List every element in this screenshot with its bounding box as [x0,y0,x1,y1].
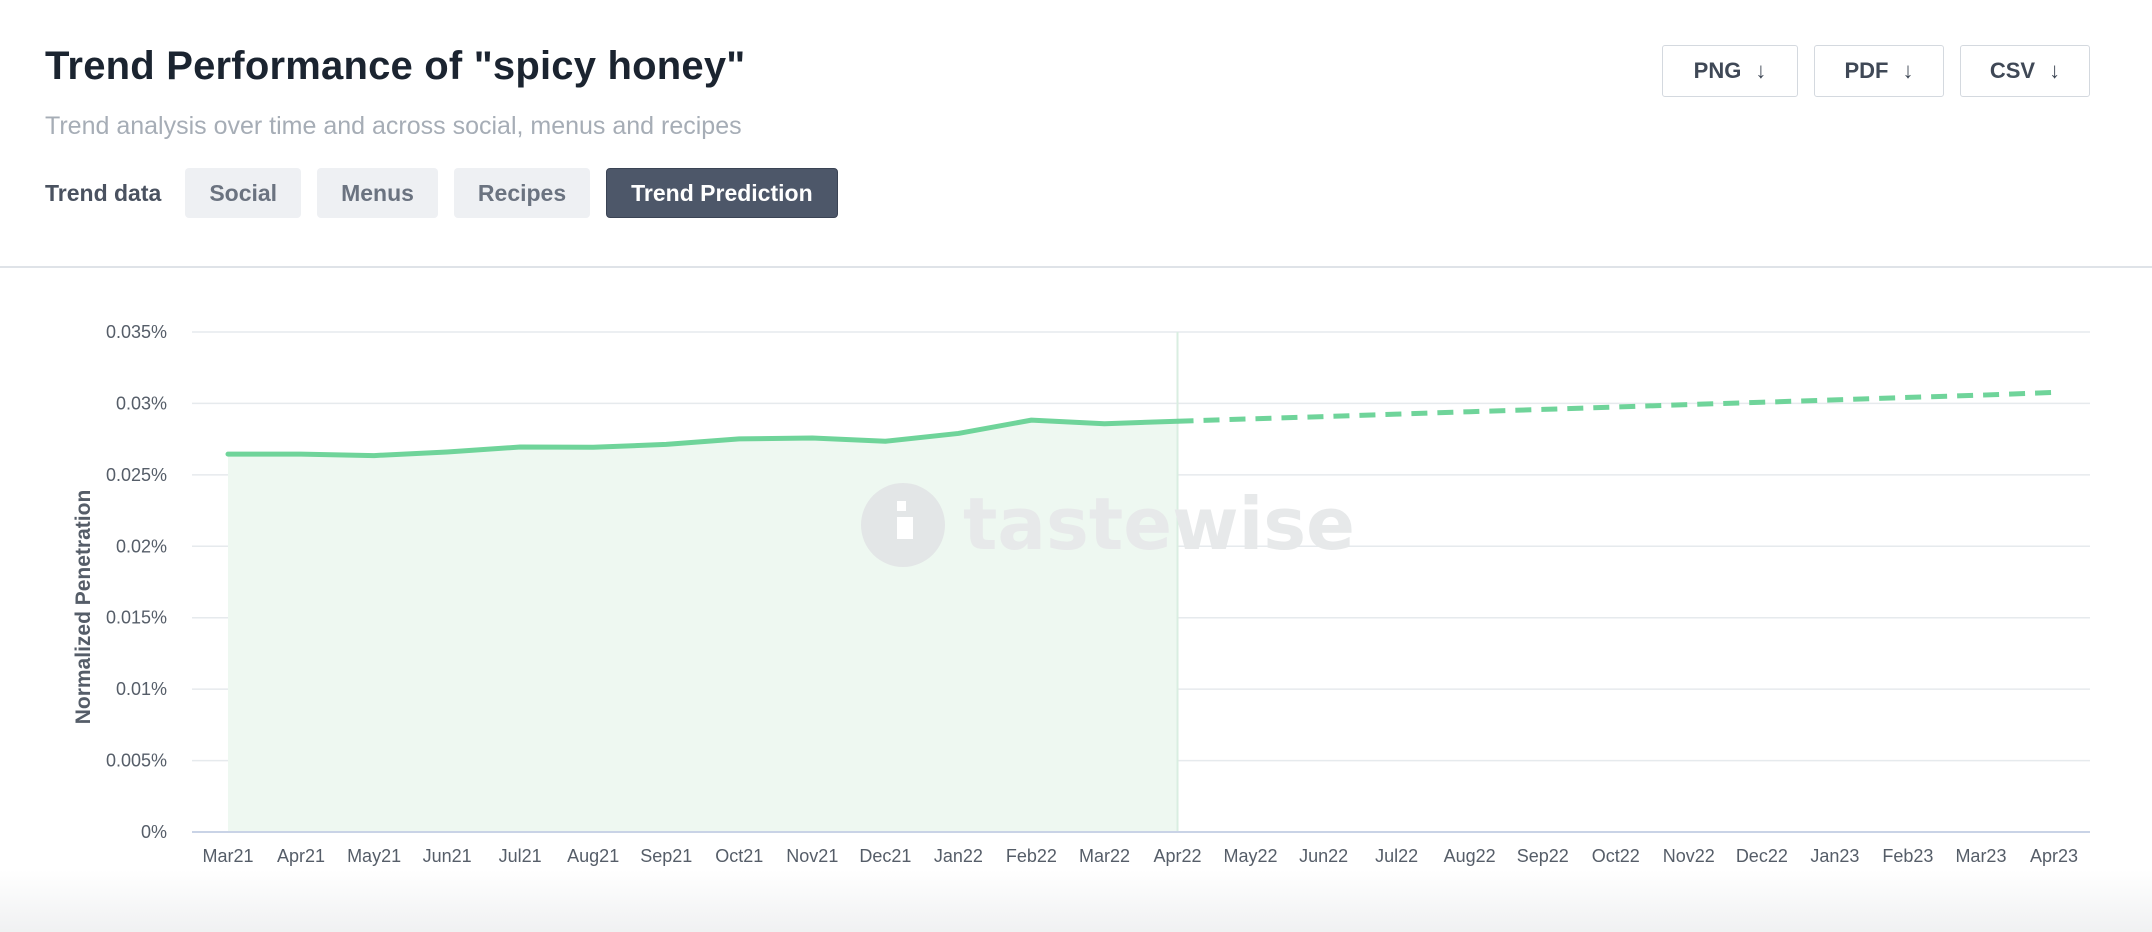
x-tick-label: Jul22 [1375,846,1418,866]
data-point-prediction [1394,411,1400,417]
data-point-actual [225,451,231,457]
x-tick-label: Jan22 [934,846,983,866]
data-point-prediction [1321,414,1327,420]
series-line-prediction [1177,389,2055,424]
data-point-actual [298,451,304,457]
data-point-prediction [1467,409,1473,415]
x-tick-label: Jul21 [499,846,542,866]
data-point-actual [955,430,961,436]
y-tick-label: 0.03% [116,393,167,413]
x-tick-label: Mar23 [1955,846,2006,866]
x-tick-label: Feb23 [1882,846,1933,866]
x-tick-label: Jun21 [423,846,472,866]
x-tick-label: Jan23 [1810,846,1859,866]
data-point-prediction [2051,389,2057,395]
x-tick-label: Aug22 [1444,846,1496,866]
data-point-prediction [1613,404,1619,410]
y-tick-label: 0.015% [106,608,167,628]
x-tick-label: May22 [1224,846,1278,866]
chart-area-layer [228,332,1179,832]
series-line-actual [225,417,1181,459]
data-point-actual [590,444,596,450]
page-subtitle: Trend analysis over time and across soci… [45,112,742,140]
data-point-actual [371,453,377,459]
page-header: Trend Performance of "spicy honey" Trend… [0,0,2152,268]
export-csv-label: CSV [1989,58,2036,83]
chart-svg: tastewise 0% 0.005% 0.01% 0.015% 0.02% 0.025%… [72,322,2090,866]
data-point-prediction [1832,397,1838,403]
tastewise-logo-mark [897,517,913,539]
x-tick-label: Sep22 [1517,846,1569,866]
y-tick-label: 0% [141,822,167,842]
x-tick-label: Feb22 [1006,846,1057,866]
y-tick-label: 0.02% [116,536,167,556]
x-tick-label: Oct22 [1592,846,1640,866]
export-png-label: PNG [1693,58,1742,83]
y-tick-label: 0.025% [106,465,167,485]
chart-axes: 0% 0.005% 0.01% 0.015% 0.02% 0.025% 0.03% 0.035… [106,322,2090,866]
data-point-actual [736,436,742,442]
y-tick-label: 0.005% [106,751,167,771]
data-point-prediction [1905,394,1911,400]
data-point-actual [882,438,888,444]
y-tick-label: 0.035% [106,322,167,342]
x-tick-label: Mar21 [202,846,253,866]
export-png-button[interactable]: PNG ↓ [1662,45,1798,97]
data-point-actual [1101,421,1107,427]
data-point-prediction [1686,402,1692,408]
trend-data-tabs: Trend data Social Menus Recipes Trend Pr… [45,168,854,218]
watermark-text: tastewise [963,482,1355,566]
export-csv-button[interactable]: CSV ↓ [1960,45,2090,97]
tastewise-logo-mark [897,501,906,511]
tab-recipes[interactable]: Recipes [453,168,591,218]
x-tick-label: Nov21 [786,846,838,866]
tab-menus[interactable]: Menus [317,168,438,218]
data-point-actual [663,441,669,447]
x-tick-label: Oct21 [715,846,763,866]
trend-chart: tastewise 0% 0.005% 0.01% 0.015% 0.02% 0.025%… [0,270,2152,870]
data-point-prediction [1248,416,1254,422]
data-point-prediction [1978,392,1984,398]
x-tick-label: Jun22 [1299,846,1348,866]
arrow-down-icon: ↓ [2049,58,2061,83]
x-tick-label: Apr23 [2030,846,2078,866]
arrow-down-icon: ↓ [1755,58,1767,83]
chart-lines [225,389,2057,459]
x-tick-label: Nov22 [1663,846,1715,866]
export-buttons: PNG ↓ PDF ↓ CSV ↓ [1646,45,2090,97]
arrow-down-icon: ↓ [1902,58,1914,83]
y-axis-label: Normalized Penetration [72,490,95,725]
data-point-actual [517,444,523,450]
x-tick-label: Dec21 [859,846,911,866]
trend-data-label: Trend data [45,179,162,206]
x-tick-label: May21 [347,846,401,866]
export-pdf-button[interactable]: PDF ↓ [1814,45,1944,97]
x-tick-label: Sep21 [640,846,692,866]
y-tick-label: 0.01% [116,679,167,699]
data-point-prediction [1540,406,1546,412]
data-point-actual [1028,417,1034,423]
x-tick-label: Aug21 [567,846,619,866]
data-point-actual [809,435,815,441]
tab-trend-prediction[interactable]: Trend Prediction [606,168,838,218]
x-tick-label: Mar22 [1079,846,1130,866]
page-title: Trend Performance of "spicy honey" [45,44,746,88]
export-pdf-label: PDF [1844,58,1889,83]
x-tick-label: Apr21 [277,846,325,866]
data-point-prediction [1175,418,1181,424]
tastewise-watermark: tastewise [861,482,1355,567]
data-point-prediction [1759,399,1765,405]
x-tick-label: Apr22 [1153,846,1201,866]
tab-social[interactable]: Social [185,168,302,218]
page-footer [0,870,2152,932]
x-tick-label: Dec22 [1736,846,1788,866]
data-point-actual [444,449,450,455]
